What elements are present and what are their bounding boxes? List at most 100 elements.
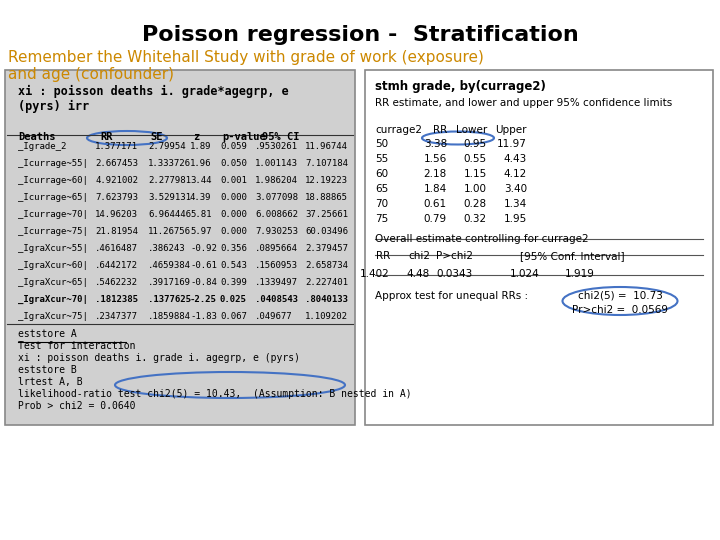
Text: .9530261: .9530261 bbox=[255, 142, 298, 151]
Text: RR: RR bbox=[433, 125, 447, 135]
Text: Pr>chi2 =  0.0569: Pr>chi2 = 0.0569 bbox=[572, 305, 668, 315]
Text: 0.28: 0.28 bbox=[464, 199, 487, 209]
Text: 3.44: 3.44 bbox=[190, 176, 212, 185]
Text: lrtest A, B: lrtest A, B bbox=[18, 377, 83, 387]
Text: 1.15: 1.15 bbox=[464, 169, 487, 179]
Text: .0408543: .0408543 bbox=[255, 295, 298, 304]
Text: .4659384: .4659384 bbox=[148, 261, 191, 270]
Text: 0.050: 0.050 bbox=[220, 159, 247, 168]
Text: 12.19223: 12.19223 bbox=[305, 176, 348, 185]
Text: 1.377171: 1.377171 bbox=[95, 142, 138, 151]
Text: 60: 60 bbox=[375, 169, 388, 179]
Text: 0.059: 0.059 bbox=[220, 142, 247, 151]
Text: Overall estimate controlling for currage2: Overall estimate controlling for currage… bbox=[375, 234, 589, 244]
Text: currage2: currage2 bbox=[375, 125, 422, 135]
Text: xi : poisson deaths i. grade*agegrp, e
(pyrs) irr: xi : poisson deaths i. grade*agegrp, e (… bbox=[18, 85, 289, 113]
Text: stmh grade, by(currage2): stmh grade, by(currage2) bbox=[375, 80, 546, 93]
Text: _IgraXcur~65|: _IgraXcur~65| bbox=[18, 278, 88, 287]
Text: 6.964446: 6.964446 bbox=[148, 210, 191, 219]
Text: 5.81: 5.81 bbox=[190, 210, 212, 219]
Text: .5462232: .5462232 bbox=[95, 278, 138, 287]
Text: 0.55: 0.55 bbox=[464, 154, 487, 164]
Text: 55: 55 bbox=[375, 154, 388, 164]
Text: .0895664: .0895664 bbox=[255, 244, 298, 253]
Text: 2.658734: 2.658734 bbox=[305, 261, 348, 270]
Text: 4.43: 4.43 bbox=[504, 154, 527, 164]
Text: 3.40: 3.40 bbox=[504, 184, 527, 194]
Text: 1.96: 1.96 bbox=[190, 159, 212, 168]
Text: .8040133: .8040133 bbox=[305, 295, 348, 304]
Text: .1859884: .1859884 bbox=[148, 312, 191, 321]
Text: 7.107184: 7.107184 bbox=[305, 159, 348, 168]
Text: 0.000: 0.000 bbox=[220, 227, 247, 236]
Text: _IgraXcur~70|: _IgraXcur~70| bbox=[18, 295, 88, 304]
Text: 0.001: 0.001 bbox=[220, 176, 247, 185]
Text: Remember the Whitehall Study with grade of work (exposure)
and age (confounder): Remember the Whitehall Study with grade … bbox=[8, 50, 484, 83]
Text: 0.95: 0.95 bbox=[464, 139, 487, 149]
Text: eststore B: eststore B bbox=[18, 365, 77, 375]
Text: 5.97: 5.97 bbox=[190, 227, 212, 236]
Text: 2.379457: 2.379457 bbox=[305, 244, 348, 253]
Text: 0.000: 0.000 bbox=[220, 193, 247, 202]
Text: _Icurrage~70|: _Icurrage~70| bbox=[18, 210, 88, 219]
Text: RR estimate, and lower and upper 95% confidence limits: RR estimate, and lower and upper 95% con… bbox=[375, 98, 672, 108]
Text: .1560953: .1560953 bbox=[255, 261, 298, 270]
Text: RR: RR bbox=[100, 132, 112, 142]
Text: 1.001143: 1.001143 bbox=[255, 159, 298, 168]
Text: .2347377: .2347377 bbox=[95, 312, 138, 321]
Text: 0.79: 0.79 bbox=[424, 214, 447, 224]
Text: 1.84: 1.84 bbox=[424, 184, 447, 194]
Text: Test for interaction: Test for interaction bbox=[18, 341, 135, 351]
Text: eststore A: eststore A bbox=[18, 329, 77, 339]
Text: 1.986204: 1.986204 bbox=[255, 176, 298, 185]
Text: likelihood-ratio test chi2(5) = 10.43,  (Assumption: B nested in A): likelihood-ratio test chi2(5) = 10.43, (… bbox=[18, 389, 412, 399]
Text: 4.921002: 4.921002 bbox=[95, 176, 138, 185]
FancyBboxPatch shape bbox=[365, 70, 713, 425]
Text: -0.92: -0.92 bbox=[190, 244, 217, 253]
Text: 0.000: 0.000 bbox=[220, 210, 247, 219]
Text: Upper: Upper bbox=[495, 125, 527, 135]
Text: 1.00: 1.00 bbox=[464, 184, 487, 194]
Text: SE: SE bbox=[150, 132, 163, 142]
Text: _Icurrage~75|: _Icurrage~75| bbox=[18, 227, 88, 236]
Text: .386243: .386243 bbox=[148, 244, 186, 253]
Text: _Icurrage~65|: _Icurrage~65| bbox=[18, 193, 88, 202]
Text: P>chi2: P>chi2 bbox=[436, 251, 473, 261]
Text: RR: RR bbox=[376, 251, 390, 261]
Text: Prob > chi2 = 0.0640: Prob > chi2 = 0.0640 bbox=[18, 401, 135, 411]
Text: 3.077098: 3.077098 bbox=[255, 193, 298, 202]
Text: 3.529131: 3.529131 bbox=[148, 193, 191, 202]
Text: 0.61: 0.61 bbox=[424, 199, 447, 209]
Text: 2.227401: 2.227401 bbox=[305, 278, 348, 287]
Text: Deaths: Deaths bbox=[18, 132, 55, 142]
Text: 7.930253: 7.930253 bbox=[255, 227, 298, 236]
Text: .1377625: .1377625 bbox=[148, 295, 191, 304]
Text: _IgraXcur~60|: _IgraXcur~60| bbox=[18, 261, 88, 270]
Text: 0.32: 0.32 bbox=[464, 214, 487, 224]
Text: 0.067: 0.067 bbox=[220, 312, 247, 321]
Text: _Icurrage~60|: _Icurrage~60| bbox=[18, 176, 88, 185]
Text: 0.543: 0.543 bbox=[220, 261, 247, 270]
Text: .1812385: .1812385 bbox=[95, 295, 138, 304]
Text: z: z bbox=[193, 132, 199, 142]
Text: .4616487: .4616487 bbox=[95, 244, 138, 253]
Text: -0.61: -0.61 bbox=[190, 261, 217, 270]
Text: -0.84: -0.84 bbox=[190, 278, 217, 287]
Text: 4.48: 4.48 bbox=[407, 269, 430, 279]
Text: 11.97: 11.97 bbox=[497, 139, 527, 149]
Text: chi2: chi2 bbox=[408, 251, 430, 261]
Text: 1.56: 1.56 bbox=[424, 154, 447, 164]
Text: 75: 75 bbox=[375, 214, 388, 224]
Text: 2.79954: 2.79954 bbox=[148, 142, 186, 151]
Text: 0.025: 0.025 bbox=[220, 295, 247, 304]
Text: 1.402: 1.402 bbox=[360, 269, 390, 279]
FancyBboxPatch shape bbox=[5, 70, 355, 425]
Text: 6.008662: 6.008662 bbox=[255, 210, 298, 219]
Text: 1.34: 1.34 bbox=[504, 199, 527, 209]
Text: Approx test for unequal RRs :: Approx test for unequal RRs : bbox=[375, 291, 528, 301]
Text: 18.88865: 18.88865 bbox=[305, 193, 348, 202]
Text: Poisson regression -  Stratification: Poisson regression - Stratification bbox=[142, 25, 578, 45]
Text: 11.26756: 11.26756 bbox=[148, 227, 191, 236]
Text: 2.667453: 2.667453 bbox=[95, 159, 138, 168]
Text: chi2(5) =  10.73: chi2(5) = 10.73 bbox=[577, 291, 662, 301]
